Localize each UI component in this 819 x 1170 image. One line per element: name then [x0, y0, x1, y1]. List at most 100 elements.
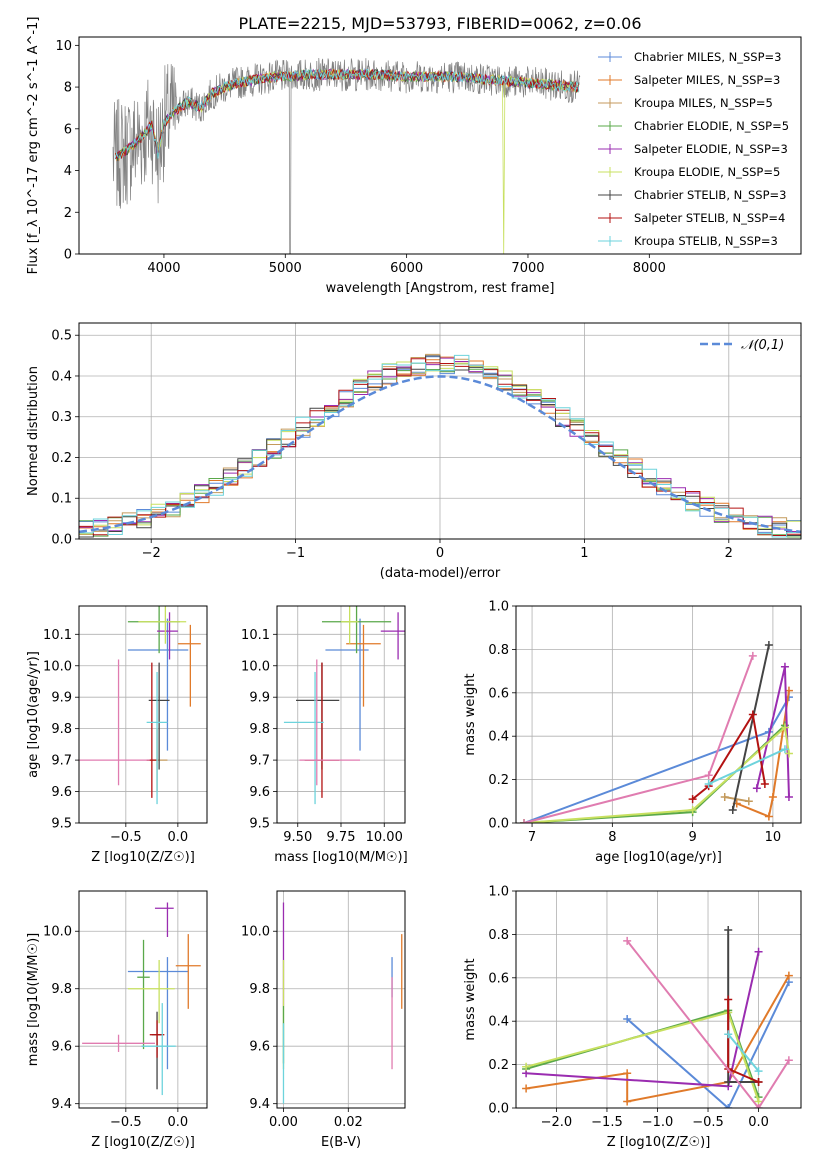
age_vs_mass-y-tick-label: 9.9 [249, 691, 270, 706]
age_vs_Z-axes: −0.5 0.0 9.5 9.6 9.7 9.8 9.9 10.0 10.1 Z [log10(Z… [26, 606, 207, 865]
spectrum-legend-label: Salpeter STELIB, N_SSP=4 [634, 211, 785, 225]
mass_vs_Z-y-tick-label: 10.0 [43, 925, 72, 940]
weight_vs_Z-plot-area [522, 926, 793, 1108]
spectrum-legend-label: Chabrier ELODIE, N_SSP=5 [634, 119, 789, 133]
weight_vs_age-x-tick-label: 9 [688, 830, 696, 845]
weight_vs_Z-series-line [727, 1033, 760, 1072]
weight_vs_Z-y-tick-label: 0.4 [488, 1015, 509, 1030]
weight_vs_age-series-line [523, 725, 790, 823]
weight_vs_age-point-marker [784, 749, 793, 758]
weight_vs_Z-point-marker [522, 1084, 531, 1093]
weight_vs_age-x-tick-label: 10 [765, 830, 782, 845]
age_vs_mass-y-tick-label: 9.8 [249, 722, 270, 737]
weight_vs_Z-point-marker [754, 1067, 763, 1076]
weight_vs_Z-series-line [525, 1011, 760, 1102]
spectrum-x-tick-label: 7000 [511, 261, 544, 276]
age_vs_mass-x-tick-label: 9.50 [283, 830, 312, 845]
spectrum-y-tick-label: 8 [64, 81, 72, 96]
age_vs_Z-y-tick-label: 10.1 [43, 628, 72, 643]
weight_vs_Z-frame [515, 890, 802, 1109]
weight_vs_Z-point-marker [623, 1069, 632, 1078]
spectrum-model-line [115, 68, 580, 254]
weight_vs_age-point-marker [748, 651, 757, 660]
weight_vs_age-point-marker [752, 784, 761, 793]
weight_vs_age-frame [515, 605, 802, 824]
weight_vs_age-y-tick-label: 0.8 [488, 643, 509, 658]
weight_vs_age-series-line [724, 796, 749, 803]
weight_vs_age-point-marker [688, 805, 697, 814]
residuals-x-tick-label: −1 [286, 546, 305, 561]
weight_vs_age-series-line [736, 690, 790, 818]
age_vs_mass-frame [276, 605, 406, 824]
weight_vs_Z-point-marker [784, 971, 793, 980]
residuals-y-axis-label: Normed distribution [26, 366, 41, 496]
age_vs_mass-axes: 9.50 9.75 10.00 9.5 9.6 9.7 9.8 9.9 10.0 10.1 mass… [241, 606, 408, 865]
weight_vs_age-point-marker [764, 641, 773, 650]
residuals-axes: −2 −1 0 1 2 0.0 0.1 0.2 0.3 0.4 0.5 (data-model)/er… [26, 323, 801, 581]
weight_vs_Z-point-marker [623, 936, 632, 945]
age_vs_Z-x-axis-label: Z [log10(Z/Z☉)] [91, 850, 195, 865]
weight_vs_age-point-marker [780, 723, 789, 732]
weight_vs_Z-point-marker [623, 1015, 632, 1024]
spectrum-x-tick-label: 6000 [390, 261, 423, 276]
weight_vs_age-point-marker [768, 792, 777, 801]
weight_vs_Z-point-marker [754, 1104, 763, 1108]
spectrum-data-line [112, 57, 581, 254]
weight_vs_Z-x-tick-label: 0.0 [748, 1115, 769, 1130]
residuals-x-tick-label: 2 [725, 546, 733, 561]
residuals-legend-label: 𝒩(0,1) [741, 338, 784, 353]
weight_vs_age-point-marker [764, 812, 773, 821]
age_vs_mass-y-tick-label: 9.6 [249, 785, 270, 800]
weight_vs_age-point-marker [748, 710, 757, 719]
residuals-x-axis-label: (data-model)/error [380, 566, 501, 581]
weight_vs_age-point-marker [704, 771, 713, 780]
spectrum-y-tick-label: 0 [64, 248, 72, 263]
residuals-x-tick-label: −2 [142, 546, 161, 561]
weight_vs_age-point-marker [784, 792, 793, 801]
age_vs_Z-y-tick-label: 10.0 [43, 659, 72, 674]
residuals-histogram [79, 358, 801, 536]
spectrum-frame [78, 36, 802, 255]
weight_vs_Z-point-marker [623, 1097, 632, 1106]
weight_vs_age-series-line [691, 711, 766, 800]
weight_vs_age-y-tick-label: 0.2 [488, 773, 509, 788]
age_vs_Z-y-axis-label: age [log10(age/yr)] [26, 651, 41, 778]
mass_vs_ebv-x-tick-label: 0.02 [334, 1115, 363, 1130]
age_vs_mass-y-tick-label: 10.0 [241, 659, 270, 674]
spectrum-plot-area [112, 57, 581, 254]
spectrum-legend-label: Kroupa STELIB, N_SSP=3 [634, 234, 778, 248]
mass_vs_ebv-x-axis-label: E(B-V) [321, 1135, 361, 1150]
spectrum-legend: Chabrier MILES, N_SSP=3 Salpeter MILES, N… [598, 50, 789, 248]
weight_vs_age-series-line [731, 644, 770, 811]
residuals-y-tick-label: 0.0 [51, 533, 72, 548]
age_vs_mass-y-tick-label: 10.1 [241, 628, 270, 643]
age_vs_mass-y-tick-label: 9.7 [249, 754, 270, 769]
figure-title: PLATE=2215, MJD=53793, FIBERID=0062, z=0… [238, 14, 641, 33]
weight_vs_Z-y-tick-label: 1.0 [488, 885, 509, 900]
mass_vs_Z-frame [78, 890, 208, 1109]
residuals-y-tick-label: 0.4 [51, 369, 72, 384]
weight_vs_Z-x-tick-label: −1.5 [591, 1115, 623, 1130]
age_vs_Z-x-tick-label: 0.0 [168, 830, 189, 845]
weight_vs_Z-point-marker [724, 1030, 733, 1039]
residuals-y-tick-label: 0.3 [51, 410, 72, 425]
age_vs_mass-x-tick-label: 9.75 [327, 830, 356, 845]
weight_vs_age-y-tick-label: 0.4 [488, 730, 509, 745]
spectrum-x-tick-label: 5000 [269, 261, 302, 276]
mass_vs_Z-y-tick-label: 9.8 [51, 982, 72, 997]
age_vs_Z-y-tick-label: 9.7 [51, 754, 72, 769]
mass_vs_ebv-y-tick-label: 9.8 [249, 982, 270, 997]
spectrum-legend-label: Salpeter ELODIE, N_SSP=3 [634, 142, 788, 156]
weight_vs_Z-x-tick-label: −0.5 [692, 1115, 724, 1130]
spectrum-x-tick-label: 8000 [633, 261, 666, 276]
spectrum-axes: 4000 5000 6000 7000 8000 0 2 4 6 8 10 wavelength [A… [26, 17, 666, 296]
weight_vs_Z-y-axis-label: mass weight [463, 958, 478, 1040]
residuals-plot-area [79, 353, 801, 538]
mass_vs_ebv-axes: 0.00 0.02 9.4 9.6 9.8 10.0 E(B-V) [241, 891, 405, 1150]
age_vs_Z-y-tick-label: 9.9 [51, 691, 72, 706]
age_vs_mass-x-tick-label: 10.00 [366, 830, 403, 845]
weight_vs_Z-point-marker [724, 1077, 733, 1086]
age_vs_Z-y-tick-label: 9.8 [51, 722, 72, 737]
weight_vs_age-axes: 7 8 9 10 0.0 0.2 0.4 0.6 0.8 1.0 age [log10(age/yr… [463, 600, 801, 865]
